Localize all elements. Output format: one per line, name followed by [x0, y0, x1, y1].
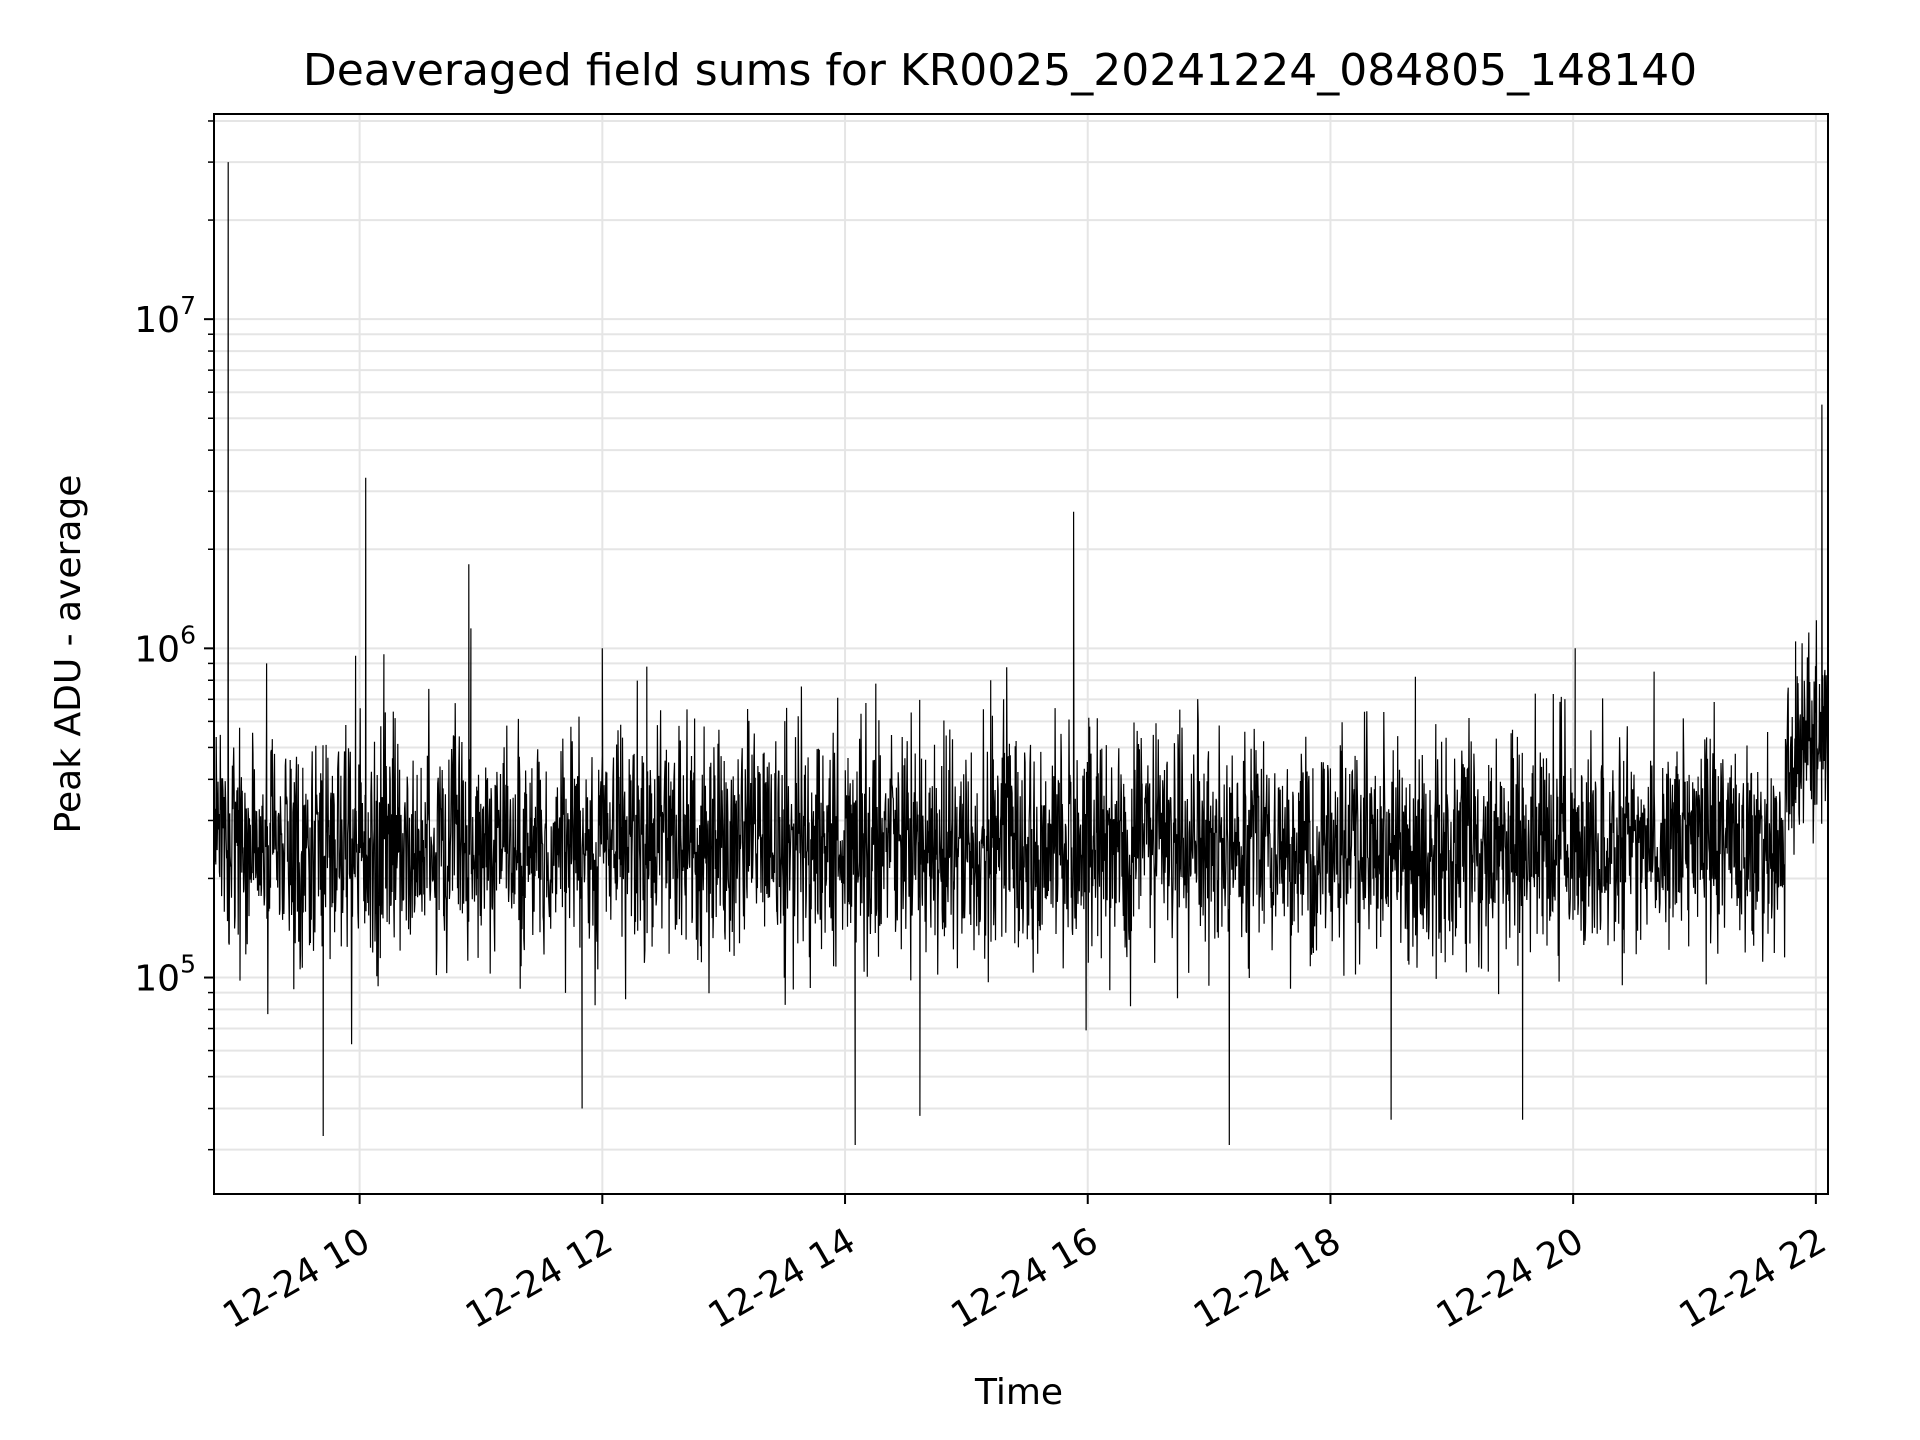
grid: [214, 114, 1828, 1194]
y-axis-label: Peak ADU - average: [48, 475, 89, 834]
plot-frame: [213, 113, 1829, 1195]
chart-title: Deaveraged field sums for KR0025_2024122…: [303, 45, 1697, 96]
y-tick-label: 105: [134, 950, 196, 1000]
y-tick-label: 107: [134, 291, 196, 341]
y-tick-label: 106: [134, 620, 196, 670]
series-layer: [213, 162, 1829, 1146]
y-axis: 105 106 107: [134, 120, 214, 1151]
x-axis-label: Time: [974, 1372, 1063, 1413]
series-line: [213, 162, 1829, 1146]
plot-area: [214, 114, 1828, 1194]
